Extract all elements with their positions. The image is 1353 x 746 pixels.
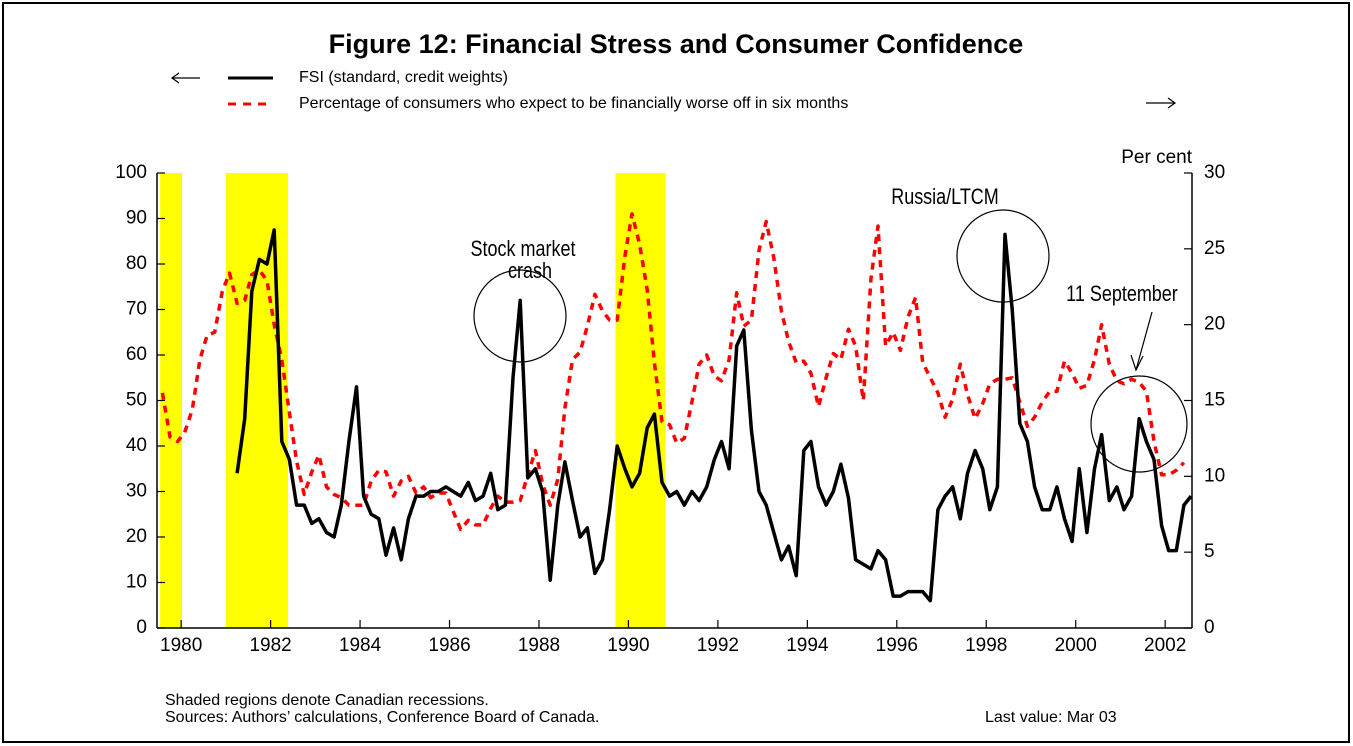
x-tick-label: 1980: [160, 635, 202, 656]
x-tick-label: 1984: [339, 635, 382, 656]
annotation-arrowhead: [1130, 354, 1144, 372]
y2-tick-label: 15: [1204, 390, 1225, 411]
x-tick-label: 1988: [518, 635, 560, 656]
y-tick-label: 70: [126, 299, 147, 320]
annotation: Russia/LTCM: [891, 185, 999, 209]
recession-band: [160, 173, 183, 628]
y2-tick-label: 10: [1204, 465, 1225, 486]
x-tick-label: 2000: [1055, 635, 1097, 656]
highlight-circle: [956, 209, 1050, 303]
annotation-arrow: [1135, 311, 1153, 371]
highlight-circle: [473, 269, 567, 363]
x-tick-label: 1994: [786, 635, 829, 656]
legend-arrow-left: [170, 72, 200, 84]
annotation: 11 September: [1066, 282, 1178, 306]
y-tick-label: 20: [126, 526, 147, 547]
x-tick-label: 1990: [607, 635, 649, 656]
y-tick-label: 40: [126, 435, 147, 456]
x-tick-label: 2002: [1144, 635, 1186, 656]
y-tick-label: 80: [126, 253, 147, 274]
y-tick-label: 90: [126, 208, 147, 229]
y-tick-label: 60: [126, 344, 147, 365]
x-tick-label: 1992: [697, 635, 739, 656]
annotation: Stock market: [471, 237, 576, 261]
x-tick-label: 1986: [428, 635, 470, 656]
x-tick-label: 1982: [249, 635, 291, 656]
y2-axis-label: Per cent: [1121, 147, 1192, 168]
y2-tick-label: 30: [1204, 162, 1225, 183]
y2-tick-label: 20: [1204, 314, 1225, 335]
legend-label: Percentage of consumers who expect to be…: [299, 95, 848, 112]
note: Shaded regions denote Canadian recession…: [165, 692, 489, 709]
y-tick-label: 50: [126, 390, 147, 411]
last-value: Last value: Mar 03: [985, 709, 1117, 726]
legend-label: FSI (standard, credit weights): [299, 69, 508, 86]
y2-tick-label: 0: [1204, 617, 1215, 638]
x-tick-label: 1998: [965, 635, 1007, 656]
legend-arrow-right: [1146, 97, 1177, 109]
y2-tick-label: 5: [1204, 541, 1215, 562]
highlight-circle: [1090, 375, 1188, 473]
series-line: [235, 228, 1193, 603]
recession-band: [615, 173, 666, 628]
y2-tick-label: 25: [1204, 238, 1225, 259]
x-tick-label: 1996: [876, 635, 918, 656]
note: Sources: Authors’ calculations, Conferen…: [165, 709, 599, 726]
y-tick-label: 0: [136, 617, 147, 638]
chart-title: Figure 12: Financial Stress and Consumer…: [329, 29, 1024, 59]
y-tick-label: 10: [126, 572, 147, 593]
annotation: crash: [508, 259, 552, 283]
y-tick-label: 100: [115, 162, 147, 183]
recession-band: [225, 173, 289, 628]
y-tick-label: 30: [126, 481, 147, 502]
